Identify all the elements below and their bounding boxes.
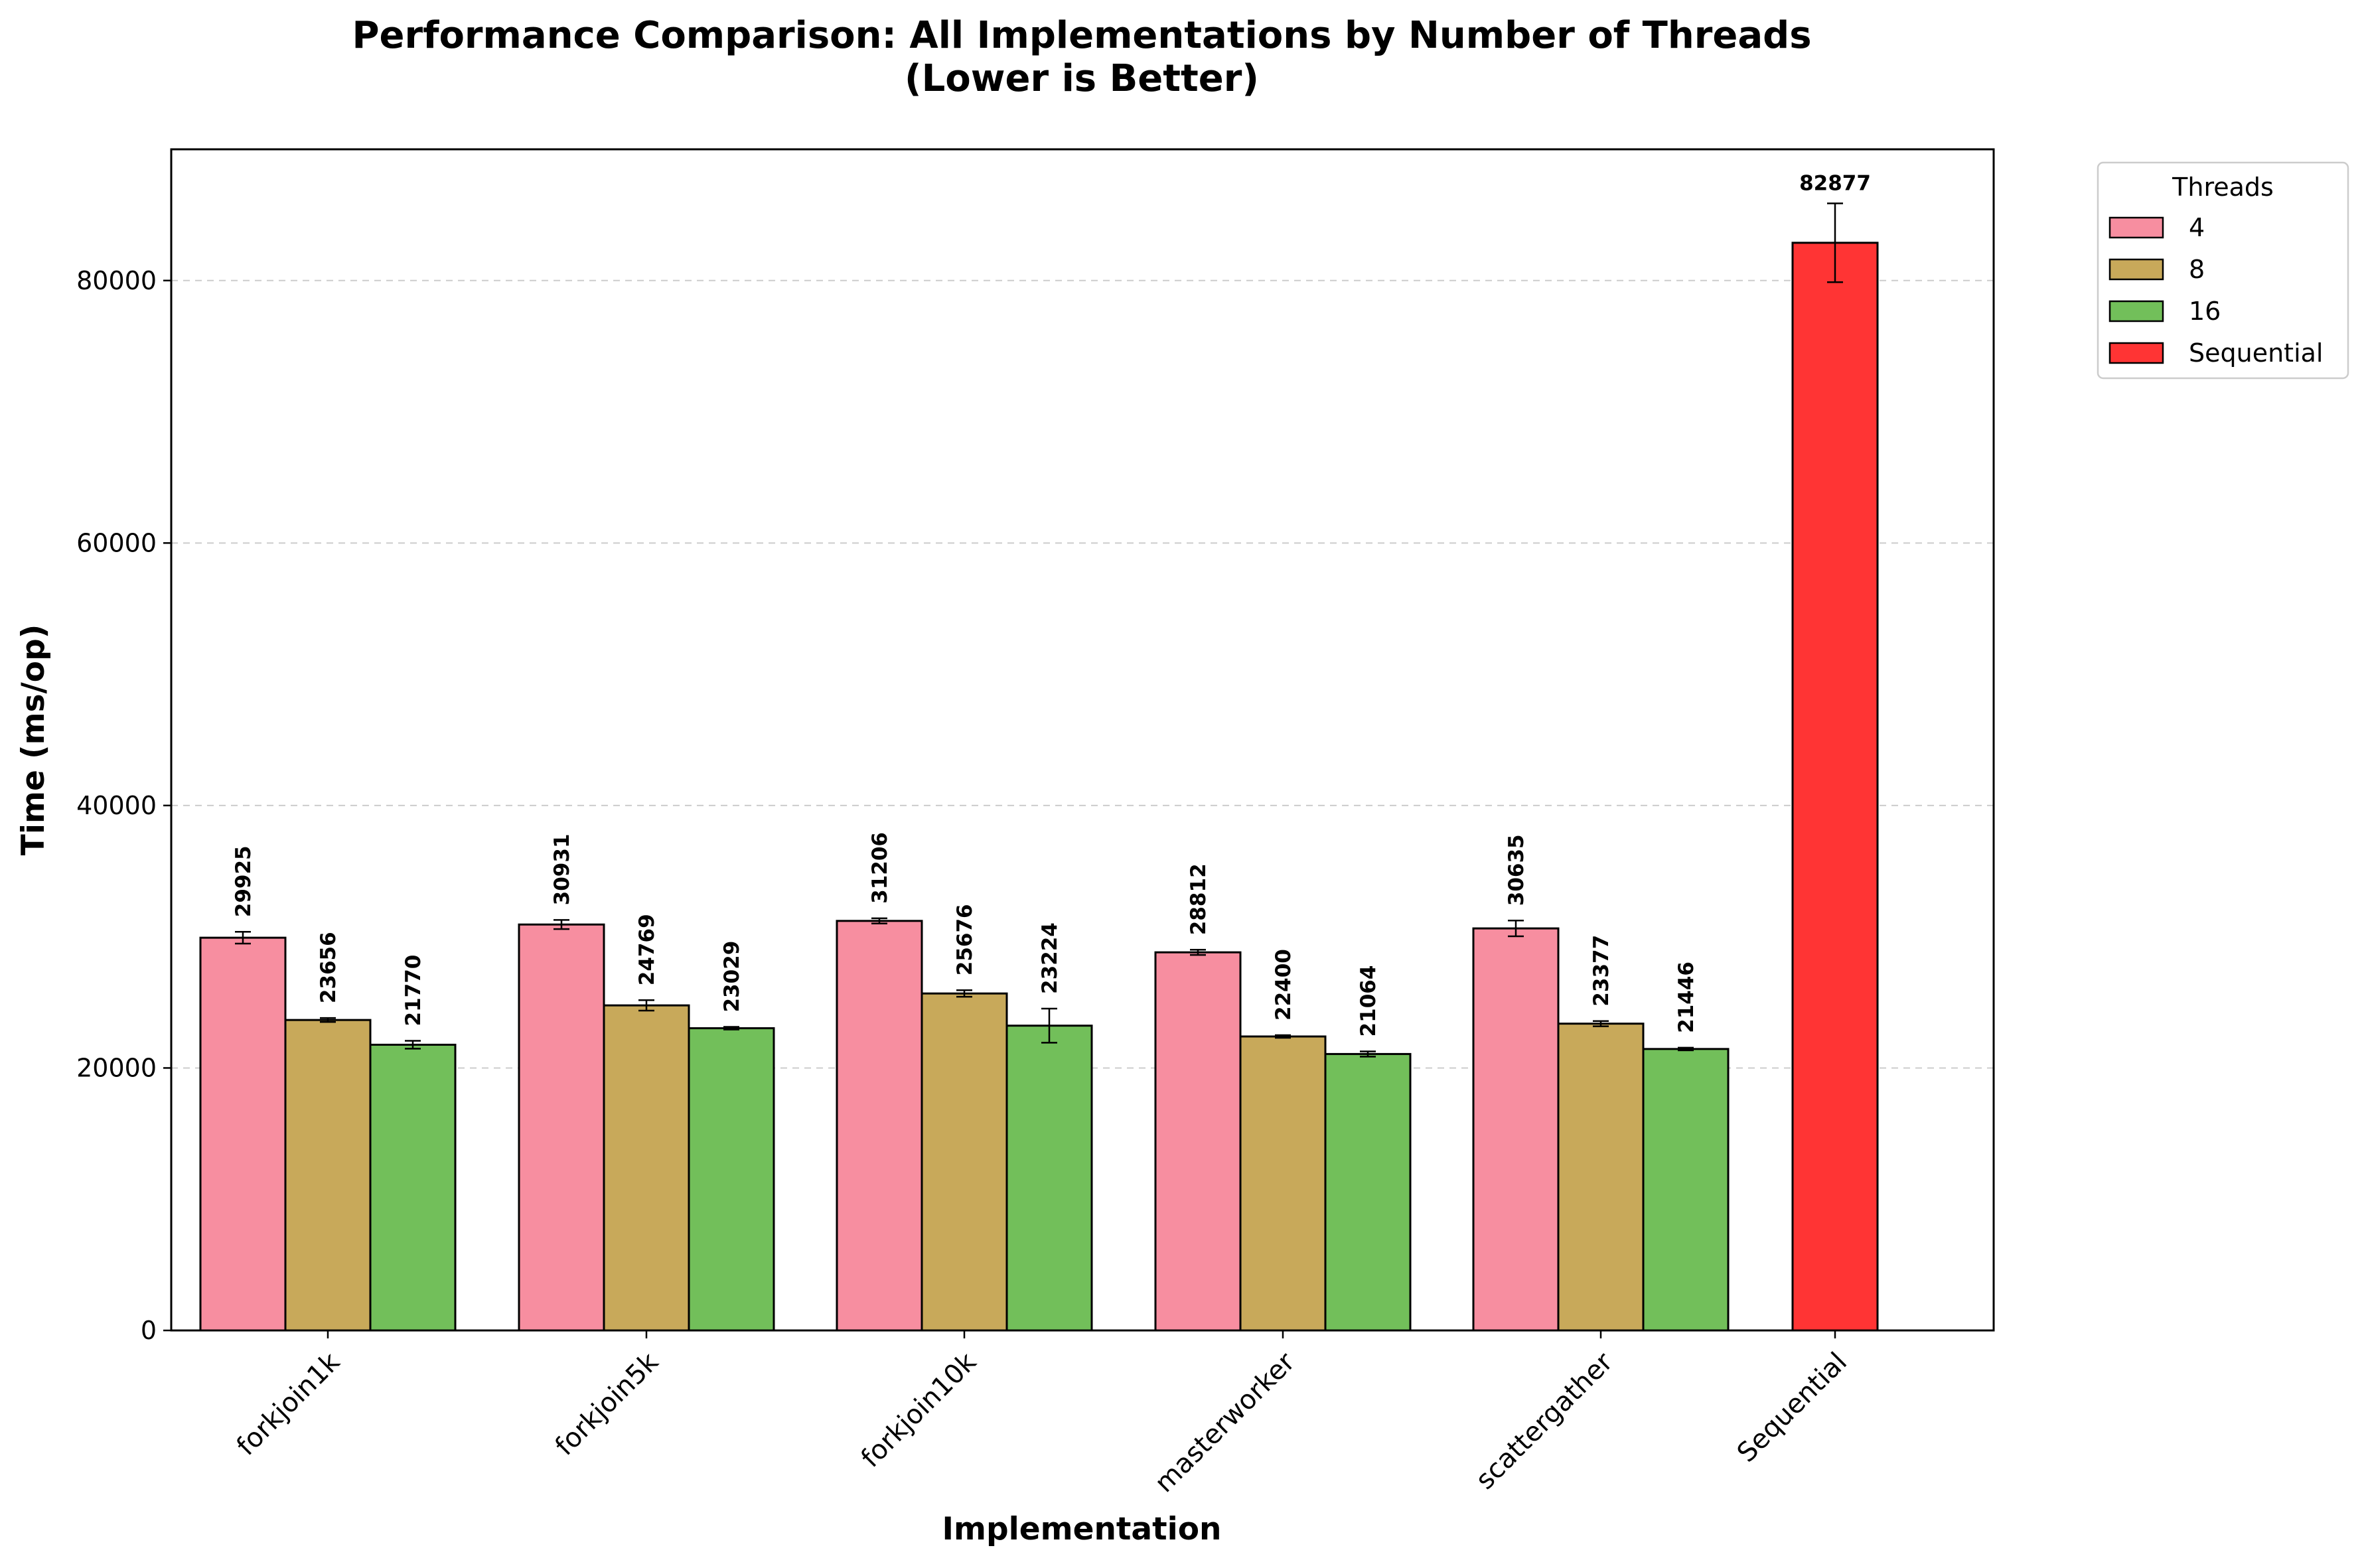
x-tick-label: scattergather (1470, 1346, 1619, 1496)
bar (921, 992, 1008, 1332)
bar (1642, 1048, 1730, 1332)
x-tick-label: masterworker (1149, 1346, 1301, 1498)
plot-frame (170, 148, 1995, 1332)
bar-value-label: 23224 (1038, 922, 1062, 994)
bar-value-label: 31206 (868, 832, 892, 904)
bar (836, 920, 923, 1332)
legend-swatch (2108, 258, 2164, 281)
bar (1791, 242, 1879, 1332)
bar-value-label: 22400 (1272, 949, 1295, 1021)
bar (1005, 1025, 1093, 1332)
bar (199, 936, 287, 1332)
bar-value-label: 23377 (1589, 935, 1613, 1007)
legend-swatch (2108, 216, 2164, 239)
bar (1557, 1023, 1645, 1332)
legend: Threads 4 8 16 Sequential (2097, 161, 2349, 380)
legend-entry-label: 4 (2189, 213, 2205, 242)
legend-title: Threads (2172, 173, 2274, 202)
y-tick-label: 20000 (76, 1053, 157, 1082)
bar (688, 1027, 775, 1332)
legend-entry-label: 8 (2189, 255, 2205, 284)
legend-entry-label: Sequential (2189, 338, 2323, 368)
x-tick-label: forkjoin10k (855, 1346, 983, 1474)
bar (1324, 1052, 1412, 1332)
chart-title: Performance Comparison: All Implementati… (352, 14, 1811, 57)
x-tick-label: Sequential (1732, 1347, 1853, 1468)
bar-value-label: 23656 (317, 932, 340, 1003)
bar-value-label: 21770 (402, 955, 425, 1027)
bar (284, 1019, 372, 1332)
bar (1154, 951, 1242, 1332)
legend-swatch (2108, 300, 2164, 322)
x-axis-label: Implementation (942, 1511, 1222, 1547)
bar (518, 923, 605, 1332)
y-tick-label: 60000 (76, 528, 157, 557)
bar (369, 1043, 457, 1332)
bar-value-label: 82877 (1799, 172, 1871, 196)
legend-entry-label: 16 (2189, 297, 2221, 326)
bar-value-label: 23029 (720, 941, 744, 1013)
bar-value-label: 29925 (232, 845, 256, 917)
bar-value-label: 30635 (1505, 834, 1528, 906)
chart-subtitle: (Lower is Better) (905, 57, 1259, 100)
grid-lines (171, 279, 1994, 1069)
bar-value-label: 25676 (953, 904, 977, 975)
y-tick-label: 80000 (76, 266, 157, 295)
y-tick-label: 40000 (76, 791, 157, 820)
y-tick-label: 0 (141, 1316, 157, 1345)
bar (603, 1004, 690, 1332)
bar-value-label: 28812 (1187, 863, 1211, 935)
legend-frame (2097, 161, 2349, 380)
bar-value-label: 30931 (550, 833, 574, 905)
legend-swatch (2108, 342, 2164, 364)
bar-value-label: 21064 (1357, 965, 1380, 1037)
bar (1472, 927, 1560, 1332)
x-tick-label: forkjoin1k (231, 1346, 346, 1462)
bar-value-label: 21446 (1674, 962, 1698, 1033)
y-axis-label: Time (ms/op) (15, 624, 52, 855)
bar-value-labels: 29925 23656 21770 30931 24769 23029 31206 25676… (232, 172, 1871, 1037)
bars (199, 202, 1879, 1332)
x-tick-label: forkjoin5k (550, 1346, 665, 1462)
bar (1239, 1035, 1327, 1332)
bar-value-label: 24769 (635, 914, 659, 985)
